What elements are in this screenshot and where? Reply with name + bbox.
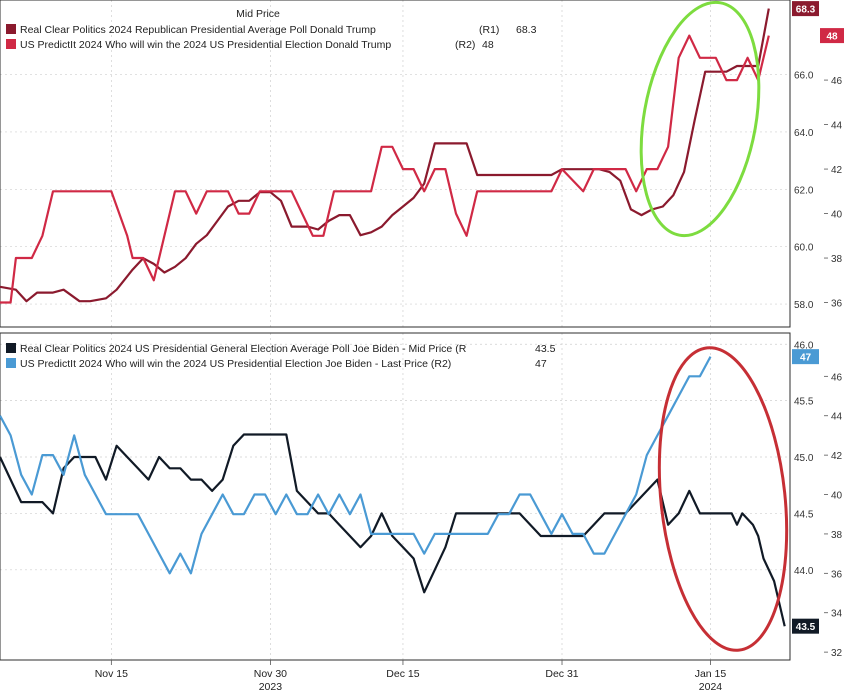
top-y1-tick-label: 66.0 — [794, 71, 814, 82]
top-value-badge-label-1: 48 — [826, 32, 838, 43]
top-y2-tick-label: 40 — [831, 210, 843, 221]
top-y2-tick-label: 44 — [831, 121, 843, 132]
bottom-value-badge-0 — [792, 618, 819, 634]
top-panel-title: Mid Price — [236, 8, 280, 20]
bottom-value-badge-label-0: 43.5 — [796, 622, 816, 633]
legend-swatch-biden-predictit — [6, 358, 16, 368]
top-y1-tick-label: 62.0 — [794, 185, 814, 196]
top-y1-tick-label: 64.0 — [794, 128, 814, 139]
x-tick-label: Nov 30 — [254, 668, 287, 680]
bottom-y1-tick-label: 44.5 — [794, 509, 814, 520]
bottom-y2-tick-label: 32 — [831, 648, 843, 659]
bottom-series-line-1 — [0, 356, 712, 575]
bottom-y2-tick-label: 38 — [831, 530, 843, 541]
legend-label-biden-predictit: US PredictIt 2024 Who will win the 2024 … — [20, 358, 451, 370]
bottom-y2-tick-label: 40 — [831, 491, 843, 502]
top-y1-tick-label: 60.0 — [794, 243, 814, 254]
top-legend: Mid Price Real Clear Politics 2024 Repub… — [6, 8, 537, 51]
highlight-ellipse-trump — [639, 0, 761, 238]
legend-label-trump-predictit: US PredictIt 2024 Who will win the 2024 … — [20, 39, 391, 51]
top-y2-tick-label: 38 — [831, 254, 843, 265]
bottom-panel: 44.0 44.5 45.0 45.5 46.0 32 34 36 38 40 42 44 46 43.… — [0, 332, 843, 661]
x-axis: Nov 15 Nov 30 Dec 15 Dec 31 Jan 15 2023 2024 — [95, 660, 727, 693]
top-y2-tick-label: 36 — [831, 299, 843, 310]
top-y1-tick-label: 58.0 — [794, 300, 814, 311]
top-y2-tick-label: 42 — [831, 165, 843, 176]
bottom-value-badge-label-1: 47 — [800, 353, 812, 364]
top-panel: 58.0 60.0 62.0 64.0 66.0 36 38 40 42 44 46 48 68.3 4… — [0, 0, 844, 328]
x-year-label: 2023 — [259, 681, 283, 693]
bottom-y1-tick-label: 45.0 — [794, 453, 814, 464]
legend-label-trump-rcp: Real Clear Politics 2024 Republican Pres… — [20, 24, 376, 36]
bottom-legend: Real Clear Politics 2024 US Presidential… — [6, 343, 556, 370]
top-y2-tick-label: 46 — [831, 76, 843, 87]
top-series-line-1 — [0, 34, 770, 304]
bottom-y2-tick-label: 36 — [831, 569, 843, 580]
legend-value-trump-rcp: 68.3 — [516, 24, 537, 36]
bottom-y1-tick-label: 46.0 — [794, 340, 814, 351]
bottom-y2-tick-label: 46 — [831, 372, 843, 383]
top-panel-frame — [0, 0, 791, 328]
bottom-y2-tick-label: 34 — [831, 609, 843, 620]
legend-axis-trump-predictit: (R2) — [455, 39, 475, 51]
bottom-series-line-0 — [0, 433, 786, 627]
x-tick-label: Dec 31 — [545, 668, 578, 680]
x-tick-label: Jan 15 — [695, 668, 727, 680]
bottom-y1-tick-label: 44.0 — [794, 566, 814, 577]
top-series-line-0 — [0, 8, 770, 303]
legend-swatch-trump-rcp — [6, 24, 16, 34]
legend-swatch-trump-predictit — [6, 39, 16, 49]
bottom-y1-tick-label: 45.5 — [794, 397, 814, 408]
bottom-y2-tick-label: 42 — [831, 451, 843, 462]
bottom-y2-tick-label: 44 — [831, 412, 843, 423]
x-year-label: 2024 — [699, 681, 723, 693]
bottom-series — [0, 356, 786, 627]
top-value-badge-0 — [792, 1, 819, 17]
top-y-axis: 58.0 60.0 62.0 64.0 66.0 36 38 40 42 44 46 48 — [794, 32, 843, 311]
bottom-panel-frame — [0, 332, 791, 661]
legend-swatch-biden-rcp — [6, 343, 16, 353]
legend-value-biden-rcp: 43.5 — [535, 343, 556, 355]
bottom-value-badge-1 — [792, 349, 819, 365]
top-value-badge-1 — [820, 28, 844, 44]
legend-value-biden-predictit: 47 — [535, 358, 547, 370]
top-value-badge-label-0: 68.3 — [796, 5, 816, 16]
highlight-ellipse-biden — [657, 346, 789, 652]
legend-value-trump-predictit: 48 — [482, 39, 494, 51]
bottom-value-badges: 43.5 47 — [792, 349, 819, 634]
legend-axis-trump-rcp: (R1) — [479, 24, 499, 36]
x-tick-label: Nov 15 — [95, 668, 128, 680]
bottom-y-axis: 44.0 44.5 45.0 45.5 46.0 32 34 36 38 40 42 44 46 — [794, 340, 843, 659]
top-series — [0, 8, 770, 304]
top-value-badges: 68.3 48 — [792, 1, 844, 44]
legend-label-biden-rcp: Real Clear Politics 2024 US Presidential… — [20, 343, 467, 355]
x-tick-label: Dec 15 — [386, 668, 419, 680]
top-gridlines — [0, 0, 790, 327]
